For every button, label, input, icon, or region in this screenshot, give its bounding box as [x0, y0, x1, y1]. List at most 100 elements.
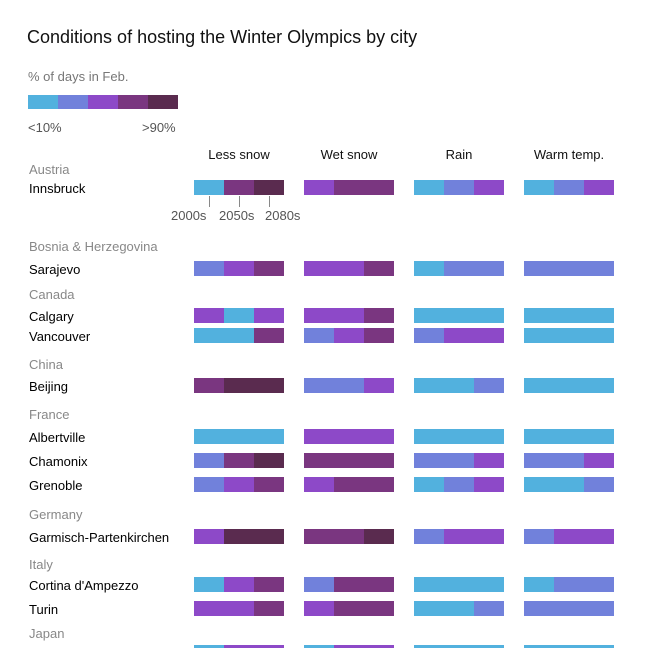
bar-segment — [414, 477, 444, 492]
column-header-rain: Rain — [445, 147, 473, 162]
bar-segment — [224, 453, 254, 468]
condition-bar — [194, 261, 284, 276]
condition-bar — [304, 601, 394, 616]
city-label: Sarajevo — [29, 262, 81, 277]
column-header-warm-temp: Warm temp. — [533, 147, 605, 162]
bar-segment — [334, 180, 364, 195]
bar-segment — [584, 328, 614, 343]
bar-segment — [254, 477, 284, 492]
bar-segment — [554, 453, 584, 468]
bar-segment — [194, 577, 224, 592]
bar-segment — [444, 180, 474, 195]
bar-segment — [334, 529, 364, 544]
bar-segment — [304, 378, 334, 393]
bar-segment — [224, 180, 254, 195]
condition-bar — [304, 328, 394, 343]
condition-bar — [414, 429, 504, 444]
condition-bar — [524, 261, 614, 276]
bar-segment — [584, 261, 614, 276]
condition-bar — [304, 308, 394, 323]
bar-segment — [224, 645, 254, 648]
decade-tick — [269, 196, 270, 207]
country-label: China — [29, 357, 63, 372]
bar-segment — [414, 645, 444, 648]
bar-segment — [524, 180, 554, 195]
bar-segment — [554, 429, 584, 444]
condition-bar — [194, 529, 284, 544]
bar-segment — [334, 645, 364, 648]
bar-segment — [364, 261, 394, 276]
bar-segment — [194, 180, 224, 195]
city-label: Vancouver — [29, 329, 91, 344]
legend-title: % of days in Feb. — [28, 69, 129, 84]
bar-segment — [364, 529, 394, 544]
bar-segment — [584, 645, 614, 648]
bar-segment — [554, 378, 584, 393]
legend-low-label: <10% — [28, 120, 62, 135]
bar-segment — [474, 328, 504, 343]
bar-segment — [224, 601, 254, 616]
bar-segment — [474, 429, 504, 444]
bar-segment — [554, 261, 584, 276]
bar-segment — [364, 308, 394, 323]
chart-title: Conditions of hosting the Winter Olympic… — [27, 27, 418, 47]
condition-bar — [304, 529, 394, 544]
legend-high-label: >90% — [142, 120, 176, 135]
bar-segment — [304, 429, 334, 444]
bar-segment — [224, 328, 254, 343]
bar-segment — [414, 453, 444, 468]
condition-bar — [304, 477, 394, 492]
decade-tick — [239, 196, 240, 207]
city-label: Chamonix — [29, 454, 88, 469]
bar-segment — [254, 308, 284, 323]
bar-segment — [364, 453, 394, 468]
bar-segment — [554, 577, 584, 592]
bar-segment — [444, 477, 474, 492]
city-label: Garmisch-Partenkirchen — [29, 530, 170, 545]
bar-segment — [254, 378, 284, 393]
bar-segment — [444, 328, 474, 343]
bar-segment — [254, 328, 284, 343]
bar-segment — [524, 308, 554, 323]
country-label: Italy — [29, 557, 53, 572]
bar-segment — [194, 453, 224, 468]
condition-bar — [414, 308, 504, 323]
condition-bar — [414, 601, 504, 616]
bar-segment — [414, 577, 444, 592]
bar-segment — [474, 261, 504, 276]
decade-tick — [209, 196, 210, 207]
country-label: France — [29, 407, 70, 422]
bar-segment — [304, 308, 334, 323]
bar-segment — [414, 180, 444, 195]
bar-segment — [474, 529, 504, 544]
condition-bar — [194, 453, 284, 468]
bar-segment — [254, 577, 284, 592]
condition-bar — [414, 577, 504, 592]
bar-segment — [584, 477, 614, 492]
bar-segment — [194, 529, 224, 544]
bar-segment — [524, 645, 554, 648]
condition-bar — [524, 477, 614, 492]
bar-segment — [524, 429, 554, 444]
condition-bar — [524, 328, 614, 343]
bar-segment — [254, 261, 284, 276]
condition-bar — [524, 180, 614, 195]
legend-swatch — [88, 95, 118, 109]
legend-swatch — [148, 95, 178, 109]
bar-segment — [524, 477, 554, 492]
bar-segment — [254, 453, 284, 468]
bar-segment — [474, 577, 504, 592]
city-label: Grenoble — [29, 478, 83, 493]
decade-label: 2080s — [265, 208, 301, 223]
condition-bar — [414, 477, 504, 492]
legend-swatch — [58, 95, 88, 109]
bar-segment — [304, 529, 334, 544]
bar-segment — [304, 645, 334, 648]
bar-segment — [334, 261, 364, 276]
bar-segment — [334, 378, 364, 393]
condition-bar — [194, 378, 284, 393]
column-header-less-snow: Less snow — [208, 147, 270, 162]
bar-segment — [524, 529, 554, 544]
bar-segment — [364, 577, 394, 592]
bar-segment — [524, 261, 554, 276]
